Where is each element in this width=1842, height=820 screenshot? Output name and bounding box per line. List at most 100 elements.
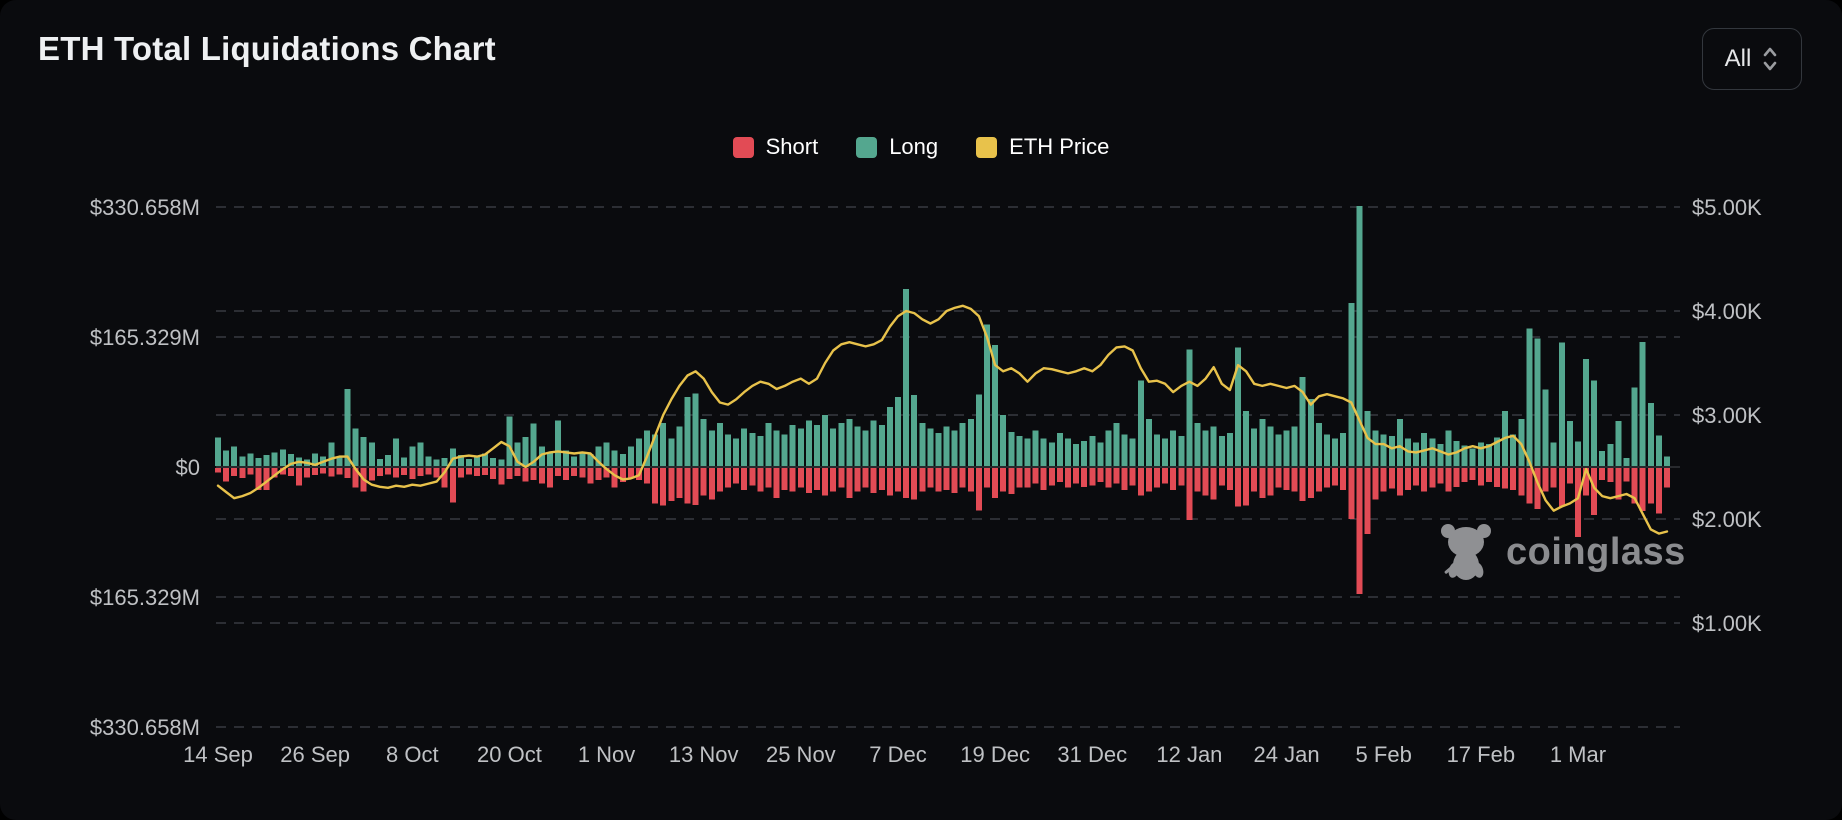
short-bar [465, 468, 472, 475]
short-bar [1502, 468, 1509, 489]
short-bar [773, 468, 780, 498]
short-bar [967, 468, 974, 492]
short-bar [1291, 468, 1298, 492]
long-bar [773, 430, 780, 466]
long-bar [692, 393, 699, 466]
short-bar [287, 468, 294, 476]
long-bar [506, 416, 513, 466]
short-bar [652, 468, 659, 504]
short-bar [1396, 468, 1403, 496]
short-bar [1073, 468, 1080, 484]
short-bar [1639, 468, 1646, 512]
long-bar [684, 396, 691, 466]
short-bar [1461, 468, 1468, 483]
long-bar [886, 407, 893, 466]
long-bar [271, 452, 278, 466]
short-bar [449, 468, 456, 503]
long-bar [1178, 436, 1185, 466]
long-bar [927, 428, 934, 466]
short-bar [433, 468, 440, 478]
right-axis-tick-label: $4.00K [1692, 299, 1762, 324]
long-bar [781, 434, 788, 466]
long-bar [1356, 206, 1363, 466]
x-axis-tick-label: 13 Nov [669, 742, 739, 767]
short-bar [320, 468, 327, 474]
long-bar [1129, 438, 1136, 466]
short-bar [911, 468, 918, 500]
long-bar [595, 446, 602, 466]
short-bar [1445, 468, 1452, 492]
long-bar [538, 446, 545, 466]
long-bar [1510, 434, 1517, 466]
long-bar [1445, 430, 1452, 466]
short-bar [1542, 468, 1549, 492]
short-bar [279, 468, 286, 475]
legend-item-short[interactable]: Short [732, 134, 818, 160]
short-bar [741, 468, 748, 490]
time-range-selector[interactable]: All [1702, 28, 1802, 90]
short-bars [215, 468, 1670, 594]
short-bar [1105, 468, 1112, 488]
legend-item-eth-price[interactable]: ETH Price [976, 134, 1109, 160]
long-bar [1194, 422, 1201, 466]
long-bar [344, 388, 351, 466]
short-bar [1526, 468, 1533, 504]
short-bar [587, 468, 594, 484]
long-bar [627, 446, 634, 466]
long-bar [1097, 442, 1104, 466]
short-bar [1494, 468, 1500, 487]
long-bar [1089, 436, 1096, 466]
short-bar [627, 468, 634, 478]
short-bar [619, 468, 626, 483]
short-bar [789, 468, 796, 492]
long-bar [1210, 426, 1217, 466]
short-bar [1065, 468, 1071, 488]
right-axis-tick-label: $2.00K [1692, 507, 1762, 532]
short-bar [1372, 468, 1379, 500]
long-bar [401, 457, 408, 466]
short-bar [336, 468, 343, 475]
long-bar [660, 422, 667, 466]
short-bar [830, 468, 837, 492]
short-bar [644, 468, 650, 484]
legend-item-long[interactable]: Long [856, 134, 938, 160]
long-bar [1599, 451, 1606, 466]
short-bar [231, 468, 238, 476]
short-bar [328, 468, 335, 477]
long-bars [215, 206, 1670, 466]
long-bar [1105, 430, 1112, 466]
long-bar [1615, 421, 1622, 466]
long-bar [1607, 444, 1614, 466]
short-bar [506, 468, 513, 479]
short-bar [1283, 468, 1290, 490]
long-bar [1016, 436, 1023, 466]
short-bar [862, 468, 869, 488]
long-bar [425, 456, 432, 466]
short-bar [1469, 468, 1476, 480]
long-bar [587, 454, 594, 466]
long-bar [223, 450, 230, 466]
long-bar [935, 433, 942, 466]
long-bar [1583, 359, 1590, 466]
short-bar [992, 468, 999, 498]
short-bar [514, 468, 521, 476]
short-bar [1647, 468, 1654, 504]
long-bar [1429, 438, 1436, 466]
left-axis-tick-label: $330.658M [90, 195, 200, 220]
long-bar [263, 455, 270, 466]
long-bar [700, 418, 707, 466]
short-bar [1623, 468, 1630, 482]
short-bar [1340, 468, 1347, 490]
short-bar [1437, 468, 1444, 484]
short-bar [417, 468, 424, 476]
long-bar [571, 456, 578, 466]
long-bar [1639, 341, 1646, 466]
page-title: ETH Total Liquidations Chart [38, 30, 496, 67]
short-bar [708, 468, 715, 500]
long-bar [644, 430, 650, 466]
short-bar [1566, 468, 1573, 484]
short-bar [1655, 468, 1662, 514]
long-bar [716, 422, 723, 466]
long-bar [1283, 430, 1290, 466]
